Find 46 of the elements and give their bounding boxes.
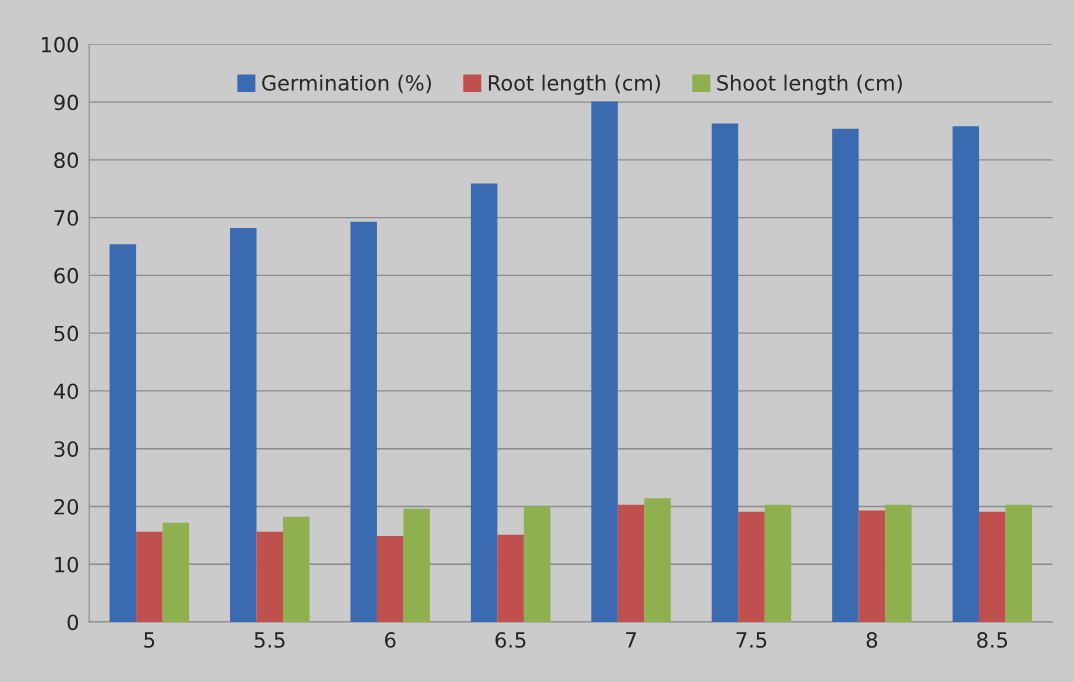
x-tick-label: 5 xyxy=(144,632,155,648)
bar xyxy=(470,183,498,622)
bar xyxy=(350,221,377,622)
bar xyxy=(617,504,645,622)
bar xyxy=(1005,504,1033,622)
y-tick-label: 90 xyxy=(54,94,79,111)
x-tick-label: 5.5 xyxy=(254,632,285,648)
bar xyxy=(832,128,859,622)
bar xyxy=(283,516,310,622)
x-tick-label: 8 xyxy=(866,632,878,648)
x-tick-label: 8.5 xyxy=(977,632,1008,648)
bar xyxy=(256,531,284,622)
bar xyxy=(738,511,765,622)
legend-label: Shoot length (cm) xyxy=(717,74,902,95)
legend-label: Root length (cm) xyxy=(488,74,660,95)
x-tick-label: 6.5 xyxy=(495,632,526,648)
y-tick-label: 30 xyxy=(54,441,79,457)
y-tick-label: 70 xyxy=(54,210,79,226)
bar xyxy=(591,101,618,622)
bar xyxy=(376,535,404,622)
bar xyxy=(764,504,792,622)
y-tick-label: 100 xyxy=(41,36,79,53)
bar xyxy=(523,506,551,622)
x-tick-label: 7.5 xyxy=(736,632,767,648)
y-tick-label: 10 xyxy=(55,556,79,573)
legend-label: Germination (%) xyxy=(262,74,431,94)
bar xyxy=(136,531,163,622)
bar xyxy=(162,522,190,622)
y-tick-label: 20 xyxy=(54,498,79,515)
bar xyxy=(644,498,671,622)
y-tick-label: 0 xyxy=(67,614,79,631)
bar xyxy=(952,126,980,622)
bar xyxy=(711,123,739,622)
x-tick-label: 7 xyxy=(626,632,636,648)
bar xyxy=(109,244,137,622)
y-tick-label: 60 xyxy=(54,267,79,284)
bar xyxy=(858,510,886,622)
y-tick-label: 40 xyxy=(53,383,79,400)
y-tick-label: 50 xyxy=(54,325,79,342)
bar xyxy=(885,504,912,622)
bar xyxy=(403,508,430,622)
bar xyxy=(497,534,524,622)
x-tick-label: 6 xyxy=(385,632,396,648)
bar xyxy=(230,228,257,622)
bar xyxy=(979,511,1006,622)
y-tick-label: 80 xyxy=(54,152,79,169)
